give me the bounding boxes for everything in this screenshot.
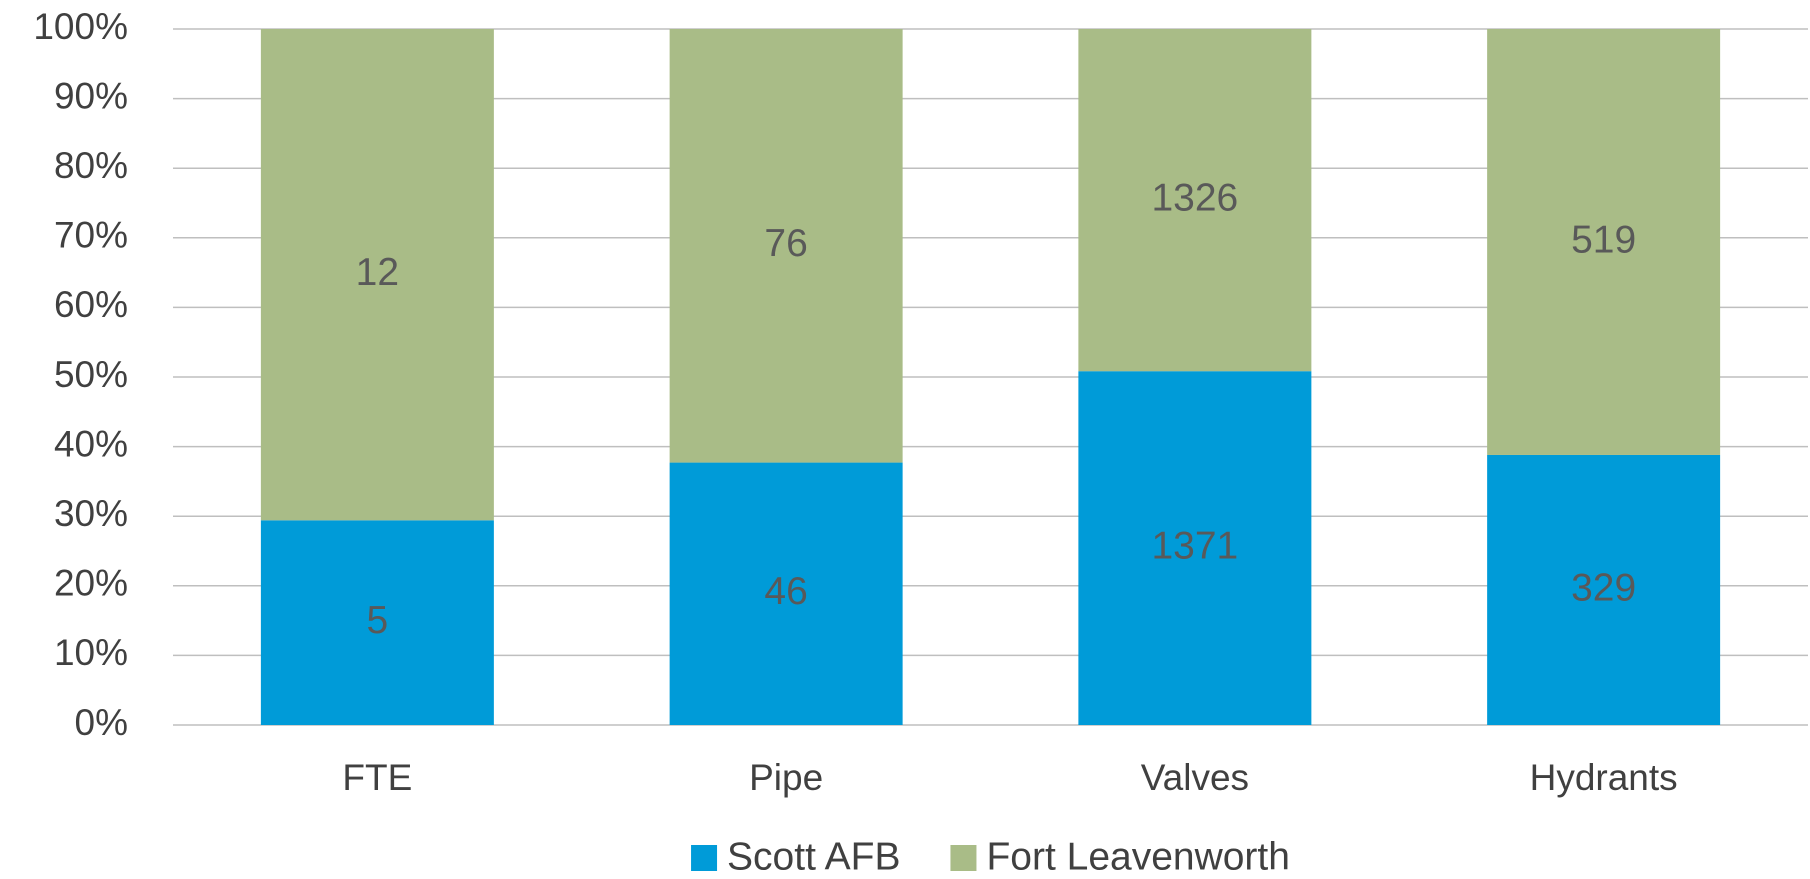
bar-segment — [1078, 29, 1312, 372]
x-tick-label: Hydrants — [1530, 757, 1678, 798]
data-label: 12 — [356, 251, 399, 294]
bar-segment — [669, 462, 903, 725]
data-label: 1371 — [1151, 524, 1238, 567]
bar-segment — [669, 29, 903, 463]
data-label: 1326 — [1151, 176, 1238, 219]
y-tick-label: 100% — [33, 6, 128, 47]
bar-segment — [1487, 454, 1721, 725]
data-label: 519 — [1571, 218, 1636, 261]
legend-swatch — [950, 845, 977, 871]
data-label: 329 — [1571, 566, 1636, 609]
data-label: 46 — [764, 570, 807, 613]
y-tick-label: 50% — [54, 354, 128, 395]
y-tick-label: 40% — [54, 423, 128, 464]
x-tick-label: Pipe — [749, 757, 823, 798]
bar-segment — [260, 520, 494, 725]
y-tick-label: 30% — [54, 493, 128, 534]
legend-label: Fort Leavenworth — [986, 835, 1290, 878]
bar-segment — [1487, 29, 1721, 455]
data-label: 76 — [764, 222, 807, 265]
data-label: 5 — [367, 599, 389, 642]
y-tick-label: 0% — [75, 702, 128, 743]
y-tick-label: 80% — [54, 145, 128, 186]
legend-label: Scott AFB — [727, 835, 900, 878]
y-tick-label: 10% — [54, 632, 128, 673]
x-tick-label: FTE — [342, 757, 412, 798]
bar-segment — [1078, 371, 1312, 725]
y-tick-label: 60% — [54, 284, 128, 325]
y-tick-label: 70% — [54, 215, 128, 256]
x-tick-label: Valves — [1141, 757, 1249, 798]
y-tick-label: 90% — [54, 75, 128, 116]
legend-swatch — [691, 845, 718, 871]
bar-segment — [260, 29, 494, 521]
y-tick-label: 20% — [54, 563, 128, 604]
